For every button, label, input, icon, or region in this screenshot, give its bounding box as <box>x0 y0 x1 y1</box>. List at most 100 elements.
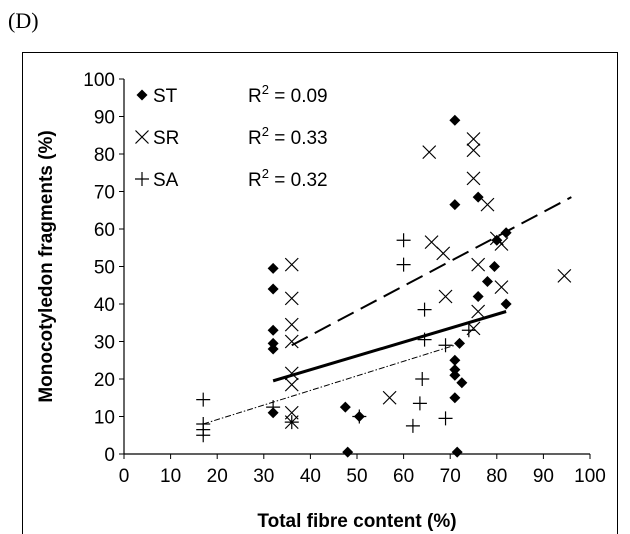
point-sa <box>412 396 427 411</box>
point-sa <box>415 372 430 386</box>
x-tick-label: 0 <box>119 466 130 487</box>
x-tick-label: 100 <box>574 466 606 487</box>
point-sa <box>196 392 211 407</box>
point-st <box>500 298 512 310</box>
point-st <box>449 369 461 381</box>
legend-r2-st: R2 = 0.09 <box>248 82 328 107</box>
point-sr <box>382 390 397 405</box>
point-sr <box>284 291 299 306</box>
point-sa <box>396 233 411 248</box>
point-sr <box>438 289 453 304</box>
point-sr <box>284 257 299 272</box>
point-sa <box>461 323 476 338</box>
point-st <box>488 261 500 272</box>
point-st <box>449 354 461 366</box>
y-tick-label: 30 <box>94 333 115 354</box>
legend-r2-sa: R2 = 0.32 <box>248 166 328 191</box>
point-sr <box>480 197 495 212</box>
point-st <box>456 377 468 389</box>
x-tick-label: 90 <box>533 466 554 487</box>
panel-label: (D) <box>8 8 39 33</box>
x-tick-label: 30 <box>253 466 274 487</box>
point-st <box>342 446 354 458</box>
y-tick-label: 60 <box>94 220 115 241</box>
y-tick-label: 80 <box>94 145 115 166</box>
y-tick-label: 50 <box>94 258 115 279</box>
point-sr <box>466 132 481 146</box>
point-sa <box>396 257 411 272</box>
point-st <box>472 191 484 203</box>
point-sr <box>489 231 504 246</box>
point-sr <box>284 377 299 392</box>
point-st <box>454 337 466 349</box>
point-st <box>267 283 279 295</box>
point-st <box>449 364 461 376</box>
point-st <box>491 234 503 246</box>
legend: ST R2 = 0.09 SR R2 = 0.33 SA R2 = 0.32 <box>135 82 328 191</box>
trendline-sa <box>203 344 456 425</box>
trendline-st <box>272 310 507 383</box>
legend-label-st: ST <box>153 86 178 107</box>
x-tick-label: 20 <box>207 466 228 487</box>
point-sr <box>284 317 299 332</box>
point-st <box>449 114 461 126</box>
trendline-sr <box>291 196 572 347</box>
point-sr <box>466 143 481 158</box>
x-tick-label: 70 <box>440 466 461 487</box>
x-tick-label: 50 <box>346 466 367 487</box>
point-sa <box>284 415 299 430</box>
chart-frame <box>22 52 618 534</box>
point-st <box>481 276 493 287</box>
point-sa <box>438 338 453 353</box>
x-axis-title: Total fibre content (%) <box>257 511 456 532</box>
x-tick-label: 80 <box>486 466 507 487</box>
trendlines <box>203 196 572 425</box>
point-st <box>267 343 279 355</box>
y-tick-label: 70 <box>94 183 115 204</box>
point-sa <box>352 409 367 424</box>
point-st <box>472 291 484 302</box>
point-sa <box>417 302 432 317</box>
y-tick-label: 90 <box>94 108 115 129</box>
point-st <box>500 227 512 239</box>
x-tick-label: 60 <box>393 466 414 487</box>
y-tick-label: 100 <box>83 70 115 91</box>
point-sr <box>494 237 509 251</box>
x-tick-label: 40 <box>300 466 321 487</box>
legend-marker-sr <box>135 130 149 144</box>
point-sa <box>266 400 281 415</box>
point-sr <box>422 145 437 160</box>
point-sa <box>438 411 453 426</box>
point-st <box>449 199 461 211</box>
point-sr <box>466 171 481 186</box>
point-st <box>267 337 279 349</box>
legend-marker-st <box>136 89 148 101</box>
ticks: 0 10 20 30 40 50 60 70 80 90 100 0 10 20 30 40 50 60 70 80 9… <box>83 70 606 487</box>
legend-label-sa: SA <box>153 170 179 191</box>
point-sa <box>417 332 432 347</box>
legend-marker-sa <box>135 172 149 186</box>
x-tick-label: 10 <box>160 466 181 487</box>
point-sr <box>284 366 299 381</box>
point-sr <box>424 235 439 250</box>
point-sa <box>196 428 211 443</box>
point-st <box>449 392 461 404</box>
legend-r2-sr: R2 = 0.33 <box>248 124 328 149</box>
data-points <box>196 114 572 458</box>
point-sr <box>471 304 486 319</box>
point-sr <box>284 334 299 349</box>
point-st <box>451 446 463 458</box>
legend-label-sr: SR <box>153 128 179 149</box>
y-axis-title: Monocotyledon fragments (%) <box>36 130 57 402</box>
point-sr <box>436 246 451 261</box>
y-tick-label: 10 <box>94 408 115 429</box>
y-tick-label: 20 <box>94 370 115 391</box>
point-st <box>267 262 279 274</box>
point-st <box>267 324 279 336</box>
point-sr <box>557 268 572 283</box>
point-st <box>339 401 351 413</box>
point-sr <box>494 280 509 295</box>
point-sa <box>405 418 420 433</box>
y-tick-label: 0 <box>104 445 115 466</box>
